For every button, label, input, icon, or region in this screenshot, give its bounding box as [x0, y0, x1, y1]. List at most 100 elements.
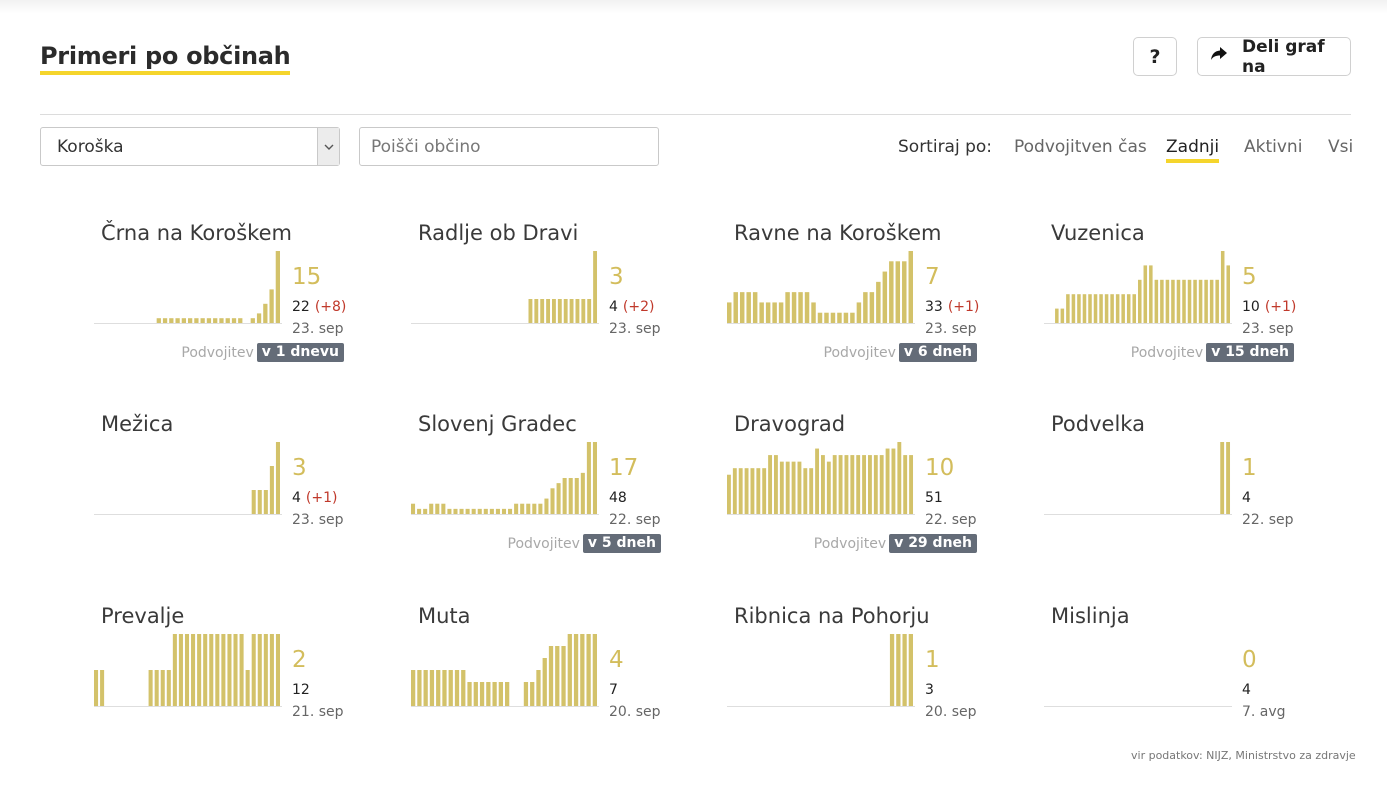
chart-bar	[902, 261, 907, 323]
chart-bar	[580, 634, 585, 706]
municipality-card[interactable]: Mežica 3 4 (+1) 23. sep	[94, 412, 394, 582]
municipality-card[interactable]: Mislinja 0 4 7. avg	[1044, 604, 1344, 774]
chart-bar	[514, 503, 519, 514]
municipality-card[interactable]: Črna na Koroškem 15 22 (+8) 23. sep Podvojite…	[94, 221, 394, 391]
municipality-name: Slovenj Gradec	[418, 412, 577, 436]
municipality-name: Mežica	[101, 412, 174, 436]
chart-bar	[221, 634, 226, 706]
sort-option-latest[interactable]: Zadnji	[1166, 135, 1220, 163]
chart-bar	[1182, 279, 1186, 323]
chart-bar	[540, 299, 545, 323]
case-trend-chart	[727, 634, 915, 707]
chart-bar	[197, 634, 202, 706]
sort-option-all[interactable]: Vsi	[1328, 137, 1354, 157]
chart-bar	[876, 281, 881, 323]
share-button-label: Deli graf na	[1242, 36, 1325, 77]
chart-bar	[251, 490, 256, 514]
chart-bar	[1226, 265, 1230, 323]
chart-bar	[238, 318, 243, 323]
municipality-name: Ravne na Koroškem	[734, 221, 942, 245]
municipality-card[interactable]: Podvelka 1 4 22. sep	[1044, 412, 1344, 582]
case-trend-chart	[94, 634, 282, 707]
municipality-card[interactable]: Dravograd 10 51 22. sep Podvojitev v 29 dneh	[727, 412, 1027, 582]
case-trend-chart	[94, 442, 282, 515]
chart-bar	[520, 503, 525, 514]
total-cases-row: 4 (+1)	[292, 490, 337, 506]
chart-bar	[832, 455, 837, 514]
municipality-name: Črna na Koroškem	[101, 221, 292, 245]
total-cases-row: 33 (+1)	[925, 299, 979, 315]
municipality-card[interactable]: Muta 4 7 20. sep	[411, 604, 711, 774]
case-trend-chart	[1044, 442, 1232, 515]
chart-bar	[447, 508, 452, 514]
chart-bar	[561, 646, 566, 706]
municipality-card[interactable]: Vuzenica 5 10 (+1) 23. sep Podvojitev v 15 dne…	[1044, 221, 1344, 391]
region-select-value: Koroška	[57, 136, 124, 157]
municipality-card[interactable]: Prevalje 2 12 21. sep	[94, 604, 394, 774]
new-cases-delta: (+8)	[314, 299, 347, 315]
chart-bar	[203, 634, 208, 706]
chart-bar	[750, 468, 755, 514]
chart-bar	[209, 634, 214, 706]
new-cases-delta: (+2)	[622, 299, 655, 315]
share-button[interactable]: Deli graf na	[1197, 36, 1351, 77]
active-cases: 2	[292, 647, 307, 673]
total-cases-row: 4	[1242, 682, 1251, 698]
doubling-badge: v 6 dneh	[898, 343, 977, 362]
chart-bar	[184, 634, 190, 706]
chart-bar	[1209, 279, 1214, 323]
chart-bar	[257, 490, 262, 514]
chart-bar	[1198, 279, 1203, 323]
chart-bar	[275, 634, 280, 706]
chart-bar	[879, 455, 884, 514]
doubling-label: Podvojitev	[1130, 344, 1204, 361]
chart-bar	[225, 318, 230, 323]
chart-bar	[227, 634, 232, 706]
municipality-name: Vuzenica	[1051, 221, 1145, 245]
chart-bar	[423, 670, 428, 706]
chart-bar	[1160, 279, 1164, 323]
municipality-card[interactable]: Ribnica na Pohorju 1 3 20. sep	[727, 604, 1027, 774]
sort-option-doubling-time[interactable]: Podvojitven čas	[1014, 137, 1147, 157]
chart-bar	[245, 670, 250, 706]
chart-bar	[275, 251, 280, 323]
doubling-time: Podvojitev v 15 dneh	[1131, 343, 1294, 362]
chart-bar	[269, 634, 274, 706]
municipality-card[interactable]: Ravne na Koroškem 7 33 (+1) 23. sep Podvojite…	[727, 221, 1027, 391]
municipality-card[interactable]: Slovenj Gradec 17 48 22. sep Podvojitev v 5 d…	[411, 412, 711, 582]
chart-bar	[257, 634, 262, 706]
help-button[interactable]: ?	[1133, 37, 1177, 76]
chart-bar	[1066, 294, 1070, 323]
total-cases: 7	[609, 682, 618, 698]
chart-bar	[169, 318, 174, 323]
total-cases: 3	[925, 682, 934, 698]
doubling-label: Podvojitev	[813, 535, 887, 552]
chart-bar	[492, 682, 497, 706]
chart-bar	[411, 503, 416, 514]
chart-bar	[1121, 294, 1125, 323]
chart-bar	[550, 488, 555, 514]
last-case-date: 20. sep	[925, 704, 977, 720]
municipality-card[interactable]: Radlje ob Dravi 3 4 (+2) 23. sep	[411, 221, 711, 391]
chevron-down-icon[interactable]	[317, 128, 339, 165]
chart-bar	[206, 318, 212, 323]
chart-bar	[461, 670, 466, 706]
total-cases: 4	[292, 490, 301, 506]
chart-bar	[523, 682, 529, 706]
chart-bar	[765, 302, 771, 323]
region-select[interactable]: Koroška	[40, 127, 340, 166]
last-case-date: 23. sep	[609, 321, 661, 337]
chart-bar	[885, 448, 890, 514]
municipality-search-input[interactable]	[359, 127, 659, 166]
chart-bar	[778, 302, 784, 323]
chart-bar	[856, 302, 862, 323]
last-case-date: 22. sep	[1242, 512, 1294, 528]
sort-option-active[interactable]: Aktivni	[1244, 137, 1303, 157]
chart-bar	[175, 318, 180, 323]
chart-bar	[830, 312, 836, 323]
doubling-badge: v 1 dnevu	[256, 343, 344, 362]
total-cases: 12	[292, 682, 310, 698]
page-title: Primeri po občinah	[40, 42, 291, 75]
chart-bar	[772, 302, 777, 323]
chart-bar	[231, 318, 237, 323]
